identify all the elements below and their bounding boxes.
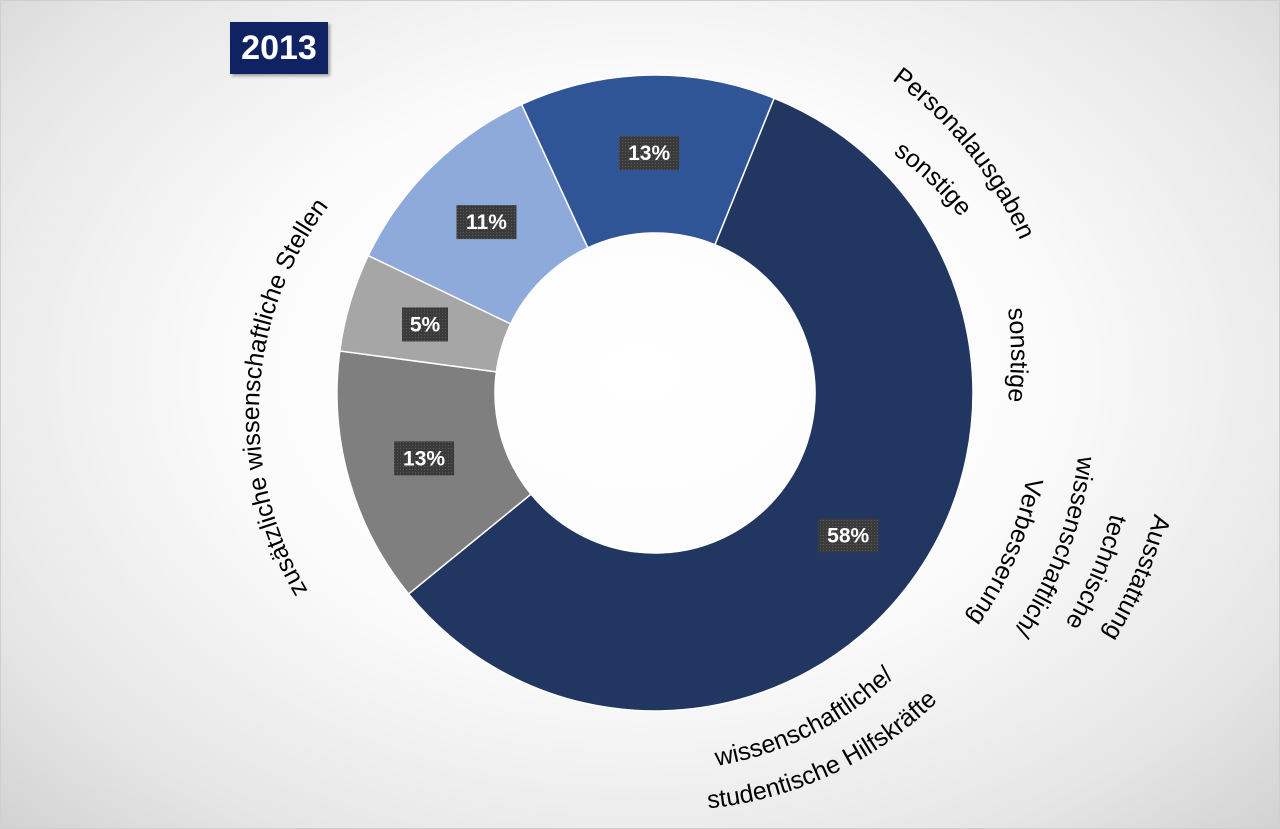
slice-stellen xyxy=(407,97,974,712)
value-label-box-hilfskraefte xyxy=(619,136,680,171)
value-label-box-ausstattung xyxy=(456,205,517,240)
value-label-stellen: 58% xyxy=(827,524,869,547)
value-label-personalausgaben: 13% xyxy=(403,447,445,470)
value-label-box-personalausgaben xyxy=(394,441,455,476)
slice-label-stellen: zusätzliche wissenschaftliche Stellen xyxy=(237,193,334,602)
value-label-sonstige: 5% xyxy=(410,313,441,336)
value-label-box-sonstige xyxy=(402,307,449,342)
value-label-ausstattung: 11% xyxy=(466,211,507,234)
value-label-hilfskraefte: 13% xyxy=(628,142,670,165)
slice-label-sonstige: sonstige xyxy=(1002,306,1033,404)
value-label-box-stellen xyxy=(818,518,879,553)
year-badge: 2013 xyxy=(230,22,328,74)
